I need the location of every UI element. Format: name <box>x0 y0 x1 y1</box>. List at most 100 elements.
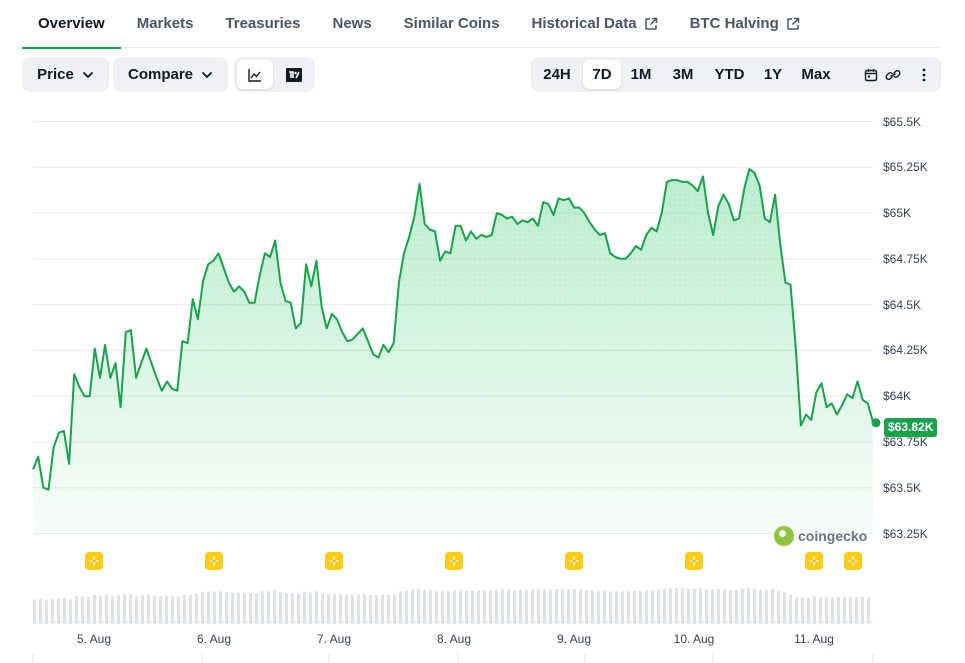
volume-bar <box>675 588 678 624</box>
y-tick-label: $63.5K <box>883 480 922 495</box>
volume-bar <box>429 590 432 624</box>
coingecko-logo-icon <box>774 526 794 546</box>
time-range-selector: 24H 7D 1M 3M YTD 1Y Max <box>531 57 941 92</box>
volume-bar <box>555 589 558 624</box>
volume-bar <box>639 591 642 624</box>
volume-bar <box>81 596 84 624</box>
volume-bar <box>219 591 222 624</box>
event-star-icon[interactable] <box>564 551 584 571</box>
tab-label: Treasuries <box>225 14 301 32</box>
volume-bar <box>303 591 306 624</box>
volume-bar <box>741 588 744 624</box>
event-star-icon[interactable] <box>843 551 863 571</box>
volume-bar <box>483 590 486 624</box>
event-star-icon[interactable] <box>804 551 824 571</box>
more-options-button[interactable] <box>911 60 937 89</box>
tab-label: News <box>332 14 372 32</box>
volume-bar <box>159 596 162 624</box>
volume-bar <box>621 591 624 624</box>
x-tick-label: 7. Aug <box>316 632 352 646</box>
calendar-button[interactable] <box>856 60 886 89</box>
volume-bar <box>573 589 576 624</box>
volume-bar <box>513 590 516 624</box>
tradingview-icon <box>286 67 302 82</box>
volume-bar <box>69 599 72 624</box>
volume-bar <box>123 594 126 624</box>
volume-bar <box>867 597 870 624</box>
volume-bar <box>753 588 756 624</box>
price-chart[interactable] <box>0 100 965 663</box>
volume-bar <box>93 594 96 624</box>
volume-bar <box>669 588 672 624</box>
event-star-icon[interactable] <box>84 551 104 571</box>
x-tick-label: 6. Aug <box>196 632 232 646</box>
event-star-icon[interactable] <box>684 551 704 571</box>
volume-bar <box>171 596 174 624</box>
volume-bar <box>771 588 774 624</box>
volume-bar <box>225 592 228 624</box>
nav-tabs: Overview Markets Treasuries News Similar Coi… <box>22 0 940 49</box>
volume-bar <box>837 597 840 624</box>
volume-bar <box>597 590 600 624</box>
share-link-button[interactable] <box>878 60 908 89</box>
volume-bar <box>135 596 138 624</box>
event-star-icon[interactable] <box>444 551 464 571</box>
volume-bar <box>735 589 738 624</box>
volume-bar <box>543 589 546 624</box>
volume-bar <box>459 590 462 624</box>
tab-treasuries[interactable]: Treasuries <box>209 0 316 48</box>
volume-bar <box>699 588 702 624</box>
current-price-marker <box>871 418 881 428</box>
volume-bar <box>369 595 372 624</box>
line-chart-button[interactable] <box>237 60 273 89</box>
volume-bar <box>213 591 216 624</box>
compare-dropdown-label: Compare <box>127 66 194 83</box>
tab-btc-halving[interactable]: BTC Halving <box>674 0 816 48</box>
range-ytd[interactable]: YTD <box>714 66 745 83</box>
volume-bar <box>255 593 258 624</box>
event-star-icon[interactable] <box>204 551 224 571</box>
tab-historical-data[interactable]: Historical Data <box>516 0 674 48</box>
compare-dropdown[interactable]: Compare <box>113 57 228 92</box>
range-3m[interactable]: 3M <box>672 66 694 83</box>
tab-markets[interactable]: Markets <box>121 0 210 48</box>
volume-bar <box>825 597 828 624</box>
tab-similar-coins[interactable]: Similar Coins <box>388 0 516 48</box>
more-vertical-icon <box>922 68 926 81</box>
range-1y[interactable]: 1Y <box>763 66 783 83</box>
volume-bar <box>297 593 300 624</box>
volume-bar <box>381 594 384 624</box>
y-tick-label: $64.25K <box>883 343 928 358</box>
volume-bar <box>129 594 132 624</box>
volume-bar <box>33 599 36 624</box>
tab-overview[interactable]: Overview <box>22 0 121 49</box>
volume-bar <box>681 588 684 624</box>
event-star-icon[interactable] <box>324 551 344 571</box>
price-dropdown-label: Price <box>37 66 74 83</box>
volume-bar <box>309 592 312 624</box>
tab-news[interactable]: News <box>316 0 387 48</box>
x-tick-label: 5. Aug <box>76 632 112 646</box>
volume-bar <box>111 596 114 624</box>
price-dropdown[interactable]: Price <box>22 57 109 92</box>
volume-bar <box>63 598 66 624</box>
volume-bar <box>729 589 732 624</box>
chart-type-toggle <box>234 57 315 92</box>
tab-label: Historical Data <box>531 14 637 32</box>
volume-bar <box>237 592 240 624</box>
volume-bar <box>51 598 54 624</box>
range-7d[interactable]: 7D <box>583 60 621 89</box>
volume-bar <box>147 594 150 624</box>
calendar-icon <box>864 68 878 81</box>
range-max[interactable]: Max <box>801 66 831 83</box>
x-tick-label: 9. Aug <box>556 632 592 646</box>
range-1m[interactable]: 1M <box>630 66 652 83</box>
volume-bar <box>795 597 798 624</box>
volume-bar <box>471 590 474 624</box>
volume-bar <box>813 596 816 624</box>
tradingview-button[interactable] <box>276 60 312 89</box>
volume-bar <box>99 596 102 624</box>
range-24h[interactable]: 24H <box>543 66 571 83</box>
volume-bar <box>183 594 186 624</box>
tab-label: Similar Coins <box>403 14 500 32</box>
